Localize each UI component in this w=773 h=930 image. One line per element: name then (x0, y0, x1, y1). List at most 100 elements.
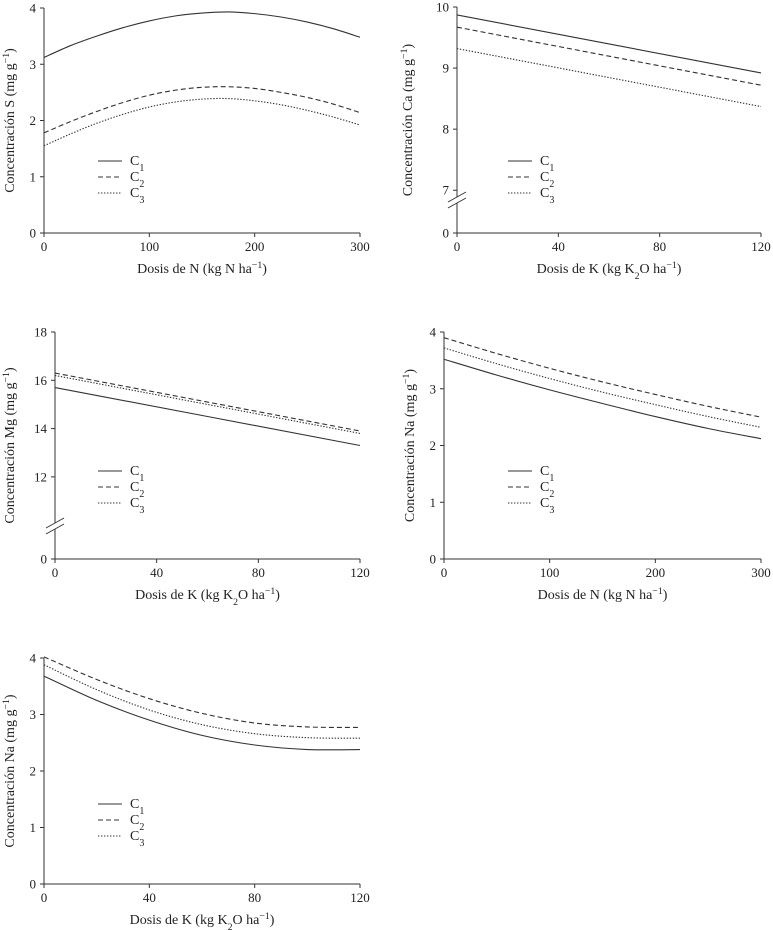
legend-entry-c2: C2 (130, 480, 144, 500)
x-axis-label: Dosis de N (kg N ha−1) (137, 260, 267, 278)
y-tick-label: 3 (430, 381, 437, 396)
legend-entry-c1: C1 (540, 154, 554, 174)
y-tick-label: 12 (34, 469, 47, 484)
panel-middle-right: 0 100 200 300 0 1 2 3 4 Dosis de N (kg N ha−1) Con… (401, 325, 771, 604)
x-axis-label: Dosis de K (kg K2O ha−1) (135, 586, 280, 608)
legend-entry-c2: C2 (130, 170, 144, 190)
axis-break-mark (447, 197, 467, 209)
x-tick-label: 0 (41, 890, 48, 905)
x-tick-label: 300 (350, 239, 370, 254)
x-tick-label: 0 (52, 565, 59, 580)
y-tick-label: 3 (30, 707, 37, 722)
y-axis-label: Concentración Mg (mg g−1) (1, 367, 19, 524)
series-line-c2 (43, 656, 361, 729)
y-tick-label: 0 (30, 877, 37, 892)
x-tick-label: 80 (653, 239, 666, 254)
y-tick-label: 16 (34, 373, 48, 388)
x-tick-label: 40 (552, 239, 565, 254)
axis-break-mark (447, 191, 467, 203)
y-axis-label: Concentración Ca (mg g−1) (399, 43, 417, 196)
legend-entry-c2: C2 (130, 813, 144, 833)
legend-entry-c3: C3 (130, 829, 144, 849)
y-axis-label: Concentración Na (mg g−1) (401, 369, 419, 522)
panel-top-left: 0 100 200 300 0 1 2 3 4 Dosis de N (kg N ha−1) Con… (1, 1, 370, 278)
x-tick-label: 120 (350, 565, 370, 580)
series-line-c2 (54, 372, 361, 432)
axis-break-mark (45, 517, 65, 529)
y-tick-label: 2 (430, 438, 437, 453)
y-tick-label: 18 (34, 325, 47, 340)
panel-top-right: 0 40 80 120 0 7 8 9 10 Dosis de K (kg K2O ha−1) Co… (399, 0, 771, 282)
legend-entry-c2: C2 (540, 480, 554, 500)
x-tick-label: 120 (751, 239, 771, 254)
legend-entry-c1: C1 (130, 154, 144, 174)
series-line-c1 (456, 14, 762, 74)
panel-middle-left: 0 40 80 120 0 12 14 16 18 Dosis de K (kg K2O ha−1… (1, 325, 370, 608)
y-tick-label: 8 (443, 122, 450, 137)
legend-entry-c1: C1 (130, 464, 144, 484)
axis-break-mark (45, 523, 65, 535)
x-tick-label: 200 (646, 565, 666, 580)
x-tick-label: 40 (150, 565, 163, 580)
series-line-c3 (456, 47, 762, 108)
x-tick-label: 0 (41, 239, 48, 254)
legend-entry-c3: C3 (130, 186, 144, 206)
y-tick-label: 2 (30, 764, 37, 779)
y-tick-label: 10 (436, 0, 449, 15)
x-tick-label: 120 (350, 890, 370, 905)
legend-entry-c3: C3 (540, 186, 554, 206)
legend-entry-c3: C3 (540, 496, 554, 516)
x-tick-label: 80 (248, 890, 261, 905)
series-line-c2 (43, 86, 361, 134)
x-tick-label: 80 (252, 565, 265, 580)
series-line-c3 (54, 374, 361, 434)
panel-bottom-left: 0 40 80 120 0 1 2 3 4 Dosis de K (kg K2O ha−1) Con… (1, 651, 370, 930)
y-tick-label: 1 (30, 820, 37, 835)
y-tick-label: 9 (443, 61, 450, 76)
y-tick-label: 1 (430, 495, 437, 510)
series-line-c3 (443, 347, 762, 428)
y-axis-label: Concentración Na (mg g−1) (1, 694, 19, 847)
legend-entry-c1: C1 (130, 797, 144, 817)
x-tick-label: 0 (441, 565, 448, 580)
x-axis-label: Dosis de K (kg K2O ha−1) (537, 260, 682, 282)
y-tick-label: 2 (30, 113, 37, 128)
y-tick-label: 7 (443, 183, 450, 198)
x-axis-label: Dosis de K (kg K2O ha−1) (130, 911, 275, 930)
y-tick-label: 4 (430, 325, 437, 340)
legend-entry-c2: C2 (540, 170, 554, 190)
x-axis-label: Dosis de N (kg N ha−1) (538, 586, 668, 604)
series-line-c3 (43, 664, 361, 739)
x-tick-label: 100 (140, 239, 160, 254)
x-tick-label: 40 (143, 890, 156, 905)
series-line-c1 (443, 358, 762, 440)
y-tick-label: 4 (30, 651, 37, 666)
x-tick-label: 300 (751, 565, 771, 580)
series-line-c1 (43, 11, 361, 59)
series-line-c1 (54, 386, 361, 447)
x-tick-label: 0 (454, 239, 461, 254)
y-tick-label: 14 (34, 421, 48, 436)
x-tick-label: 200 (245, 239, 265, 254)
y-tick-label: 3 (30, 57, 37, 72)
legend-entry-c1: C1 (540, 464, 554, 484)
series-line-c2 (456, 26, 762, 86)
y-tick-label: 0 (443, 226, 450, 241)
series-line-c1 (43, 675, 361, 751)
y-tick-label: 0 (41, 552, 48, 567)
legend-entry-c3: C3 (130, 496, 144, 516)
y-tick-label: 1 (30, 169, 37, 184)
y-tick-label: 0 (430, 552, 437, 567)
y-axis-label: Concentración S (mg g−1) (1, 48, 19, 193)
series-line-c2 (443, 337, 762, 418)
y-tick-label: 4 (30, 1, 37, 16)
series-line-c3 (43, 97, 361, 147)
y-tick-label: 0 (30, 226, 37, 241)
